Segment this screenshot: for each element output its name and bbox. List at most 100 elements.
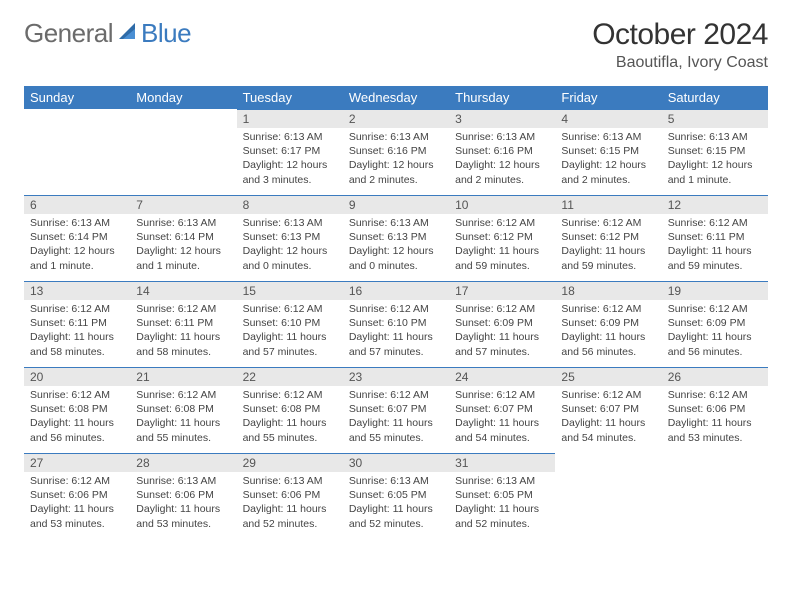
- daylight-text: Daylight: 12 hours and 1 minute.: [30, 244, 124, 272]
- day-detail: Sunrise: 6:12 AMSunset: 6:07 PMDaylight:…: [555, 386, 661, 449]
- calendar-week-row: 13Sunrise: 6:12 AMSunset: 6:11 PMDayligh…: [24, 281, 768, 367]
- day-number: 2: [343, 109, 449, 128]
- sunrise-text: Sunrise: 6:12 AM: [30, 474, 124, 488]
- day-detail: Sunrise: 6:13 AMSunset: 6:16 PMDaylight:…: [449, 128, 555, 191]
- calendar-day-cell: 5Sunrise: 6:13 AMSunset: 6:15 PMDaylight…: [662, 109, 768, 195]
- sunset-text: Sunset: 6:11 PM: [668, 230, 762, 244]
- day-detail: Sunrise: 6:12 AMSunset: 6:10 PMDaylight:…: [343, 300, 449, 363]
- sunrise-text: Sunrise: 6:13 AM: [349, 216, 443, 230]
- sunset-text: Sunset: 6:13 PM: [349, 230, 443, 244]
- daylight-text: Daylight: 12 hours and 2 minutes.: [561, 158, 655, 186]
- day-detail: Sunrise: 6:12 AMSunset: 6:08 PMDaylight:…: [24, 386, 130, 449]
- day-number: 24: [449, 367, 555, 386]
- day-number: 29: [237, 453, 343, 472]
- sunset-text: Sunset: 6:17 PM: [243, 144, 337, 158]
- day-detail: Sunrise: 6:13 AMSunset: 6:15 PMDaylight:…: [662, 128, 768, 191]
- sunrise-text: Sunrise: 6:13 AM: [243, 216, 337, 230]
- location-label: Baoutifla, Ivory Coast: [592, 54, 768, 72]
- day-detail: Sunrise: 6:12 AMSunset: 6:06 PMDaylight:…: [24, 472, 130, 535]
- calendar-day-cell: 27Sunrise: 6:12 AMSunset: 6:06 PMDayligh…: [24, 453, 130, 539]
- daylight-text: Daylight: 12 hours and 1 minute.: [668, 158, 762, 186]
- day-number: 31: [449, 453, 555, 472]
- sunset-text: Sunset: 6:09 PM: [668, 316, 762, 330]
- day-detail: Sunrise: 6:13 AMSunset: 6:17 PMDaylight:…: [237, 128, 343, 191]
- weekday-header: Wednesday: [343, 86, 449, 109]
- day-detail: Sunrise: 6:13 AMSunset: 6:16 PMDaylight:…: [343, 128, 449, 191]
- day-number: 16: [343, 281, 449, 300]
- day-number: 27: [24, 453, 130, 472]
- logo-sail-icon: [117, 21, 139, 46]
- daylight-text: Daylight: 11 hours and 56 minutes.: [561, 330, 655, 358]
- calendar-day-cell: 11Sunrise: 6:12 AMSunset: 6:12 PMDayligh…: [555, 195, 661, 281]
- day-number: 28: [130, 453, 236, 472]
- day-detail: Sunrise: 6:13 AMSunset: 6:14 PMDaylight:…: [130, 214, 236, 277]
- sunset-text: Sunset: 6:05 PM: [349, 488, 443, 502]
- sunrise-text: Sunrise: 6:13 AM: [243, 474, 337, 488]
- day-number: 25: [555, 367, 661, 386]
- sunset-text: Sunset: 6:06 PM: [243, 488, 337, 502]
- sunrise-text: Sunrise: 6:12 AM: [455, 216, 549, 230]
- daylight-text: Daylight: 11 hours and 56 minutes.: [668, 330, 762, 358]
- calendar-day-cell: 25Sunrise: 6:12 AMSunset: 6:07 PMDayligh…: [555, 367, 661, 453]
- sunrise-text: Sunrise: 6:12 AM: [561, 388, 655, 402]
- calendar-day-cell: [24, 109, 130, 195]
- daylight-text: Daylight: 11 hours and 52 minutes.: [349, 502, 443, 530]
- sunrise-text: Sunrise: 6:13 AM: [455, 474, 549, 488]
- weekday-header: Sunday: [24, 86, 130, 109]
- calendar-day-cell: 22Sunrise: 6:12 AMSunset: 6:08 PMDayligh…: [237, 367, 343, 453]
- calendar-day-cell: 12 Sunrise: 6:12 AMSunset: 6:11 PMDayligh…: [662, 195, 768, 281]
- day-detail: Sunrise: 6:13 AMSunset: 6:14 PMDaylight:…: [24, 214, 130, 277]
- day-number: 20: [24, 367, 130, 386]
- sunset-text: Sunset: 6:16 PM: [349, 144, 443, 158]
- sunrise-text: Sunrise: 6:13 AM: [243, 130, 337, 144]
- day-number: 21: [130, 367, 236, 386]
- weekday-header: Tuesday: [237, 86, 343, 109]
- day-number: 22: [237, 367, 343, 386]
- daylight-text: Daylight: 11 hours and 57 minutes.: [349, 330, 443, 358]
- day-number: 12: [662, 195, 768, 214]
- sunrise-text: Sunrise: 6:13 AM: [30, 216, 124, 230]
- day-number: 4: [555, 109, 661, 128]
- daylight-text: Daylight: 11 hours and 53 minutes.: [668, 416, 762, 444]
- day-detail: Sunrise: 6:13 AMSunset: 6:13 PMDaylight:…: [343, 214, 449, 277]
- day-detail: Sunrise: 6:12 AMSunset: 6:10 PMDaylight:…: [237, 300, 343, 363]
- sunset-text: Sunset: 6:13 PM: [243, 230, 337, 244]
- daylight-text: Daylight: 11 hours and 52 minutes.: [243, 502, 337, 530]
- calendar-day-cell: 19Sunrise: 6:12 AMSunset: 6:09 PMDayligh…: [662, 281, 768, 367]
- daylight-text: Daylight: 11 hours and 59 minutes.: [455, 244, 549, 272]
- sunrise-text: Sunrise: 6:13 AM: [136, 216, 230, 230]
- sunrise-text: Sunrise: 6:12 AM: [243, 388, 337, 402]
- sunrise-text: Sunrise: 6:12 AM: [668, 216, 762, 230]
- sunset-text: Sunset: 6:12 PM: [455, 230, 549, 244]
- sunset-text: Sunset: 6:10 PM: [349, 316, 443, 330]
- sunrise-text: Sunrise: 6:12 AM: [349, 302, 443, 316]
- daylight-text: Daylight: 12 hours and 1 minute.: [136, 244, 230, 272]
- day-number: 10: [449, 195, 555, 214]
- calendar-day-cell: 23Sunrise: 6:12 AMSunset: 6:07 PMDayligh…: [343, 367, 449, 453]
- calendar-day-cell: 18Sunrise: 6:12 AMSunset: 6:09 PMDayligh…: [555, 281, 661, 367]
- day-number: 5: [662, 109, 768, 128]
- sunset-text: Sunset: 6:09 PM: [455, 316, 549, 330]
- calendar-day-cell: 26Sunrise: 6:12 AMSunset: 6:06 PMDayligh…: [662, 367, 768, 453]
- daylight-text: Daylight: 12 hours and 2 minutes.: [455, 158, 549, 186]
- sunset-text: Sunset: 6:08 PM: [30, 402, 124, 416]
- sunset-text: Sunset: 6:07 PM: [561, 402, 655, 416]
- sunrise-text: Sunrise: 6:13 AM: [455, 130, 549, 144]
- logo-text-blue: Blue: [141, 18, 191, 49]
- day-number: 30: [343, 453, 449, 472]
- calendar-day-cell: 8Sunrise: 6:13 AMSunset: 6:13 PMDaylight…: [237, 195, 343, 281]
- daylight-text: Daylight: 11 hours and 59 minutes.: [668, 244, 762, 272]
- sunset-text: Sunset: 6:06 PM: [668, 402, 762, 416]
- day-detail: Sunrise: 6:12 AMSunset: 6:11 PMDaylight:…: [24, 300, 130, 363]
- calendar-day-cell: 15Sunrise: 6:12 AMSunset: 6:10 PMDayligh…: [237, 281, 343, 367]
- daylight-text: Daylight: 11 hours and 52 minutes.: [455, 502, 549, 530]
- daylight-text: Daylight: 12 hours and 0 minutes.: [349, 244, 443, 272]
- daylight-text: Daylight: 12 hours and 0 minutes.: [243, 244, 337, 272]
- calendar-day-cell: 10 Sunrise: 6:12 AMSunset: 6:12 PMDayligh…: [449, 195, 555, 281]
- weekday-header: Friday: [555, 86, 661, 109]
- sunrise-text: Sunrise: 6:12 AM: [136, 302, 230, 316]
- day-detail: Sunrise: 6:13 AMSunset: 6:15 PMDaylight:…: [555, 128, 661, 191]
- day-number: 13: [24, 281, 130, 300]
- calendar-day-cell: 13Sunrise: 6:12 AMSunset: 6:11 PMDayligh…: [24, 281, 130, 367]
- sunset-text: Sunset: 6:12 PM: [561, 230, 655, 244]
